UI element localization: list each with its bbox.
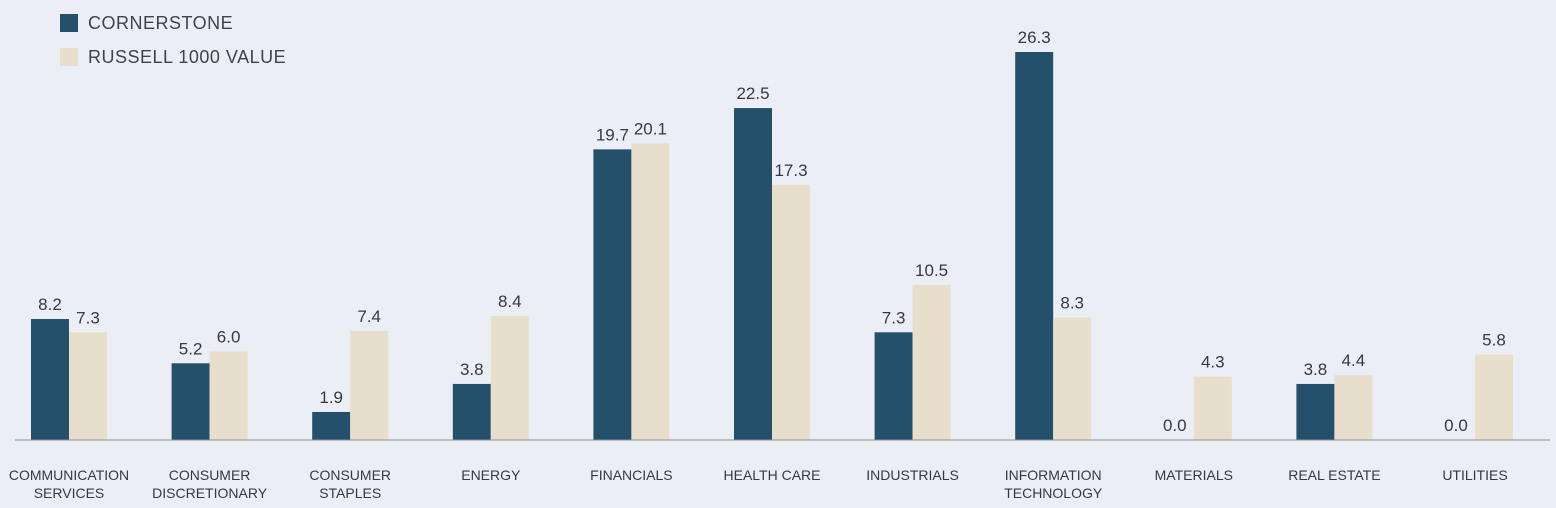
- legend-swatch-cornerstone: [60, 14, 78, 32]
- bar-cornerstone-consumer-discretionary: [171, 363, 210, 440]
- bar-cornerstone-consumer-staples: [312, 411, 351, 440]
- bar-russell-1000-value-industrials: [912, 285, 951, 440]
- value-label-russell-1000-value-real-estate: 4.4: [1342, 351, 1366, 370]
- value-label-russell-1000-value-health-care: 17.3: [774, 161, 807, 180]
- legend: CORNERSTONE RUSSELL 1000 VALUE: [60, 6, 286, 74]
- category-label-communication-services: COMMUNICATION SERVICES: [9, 467, 129, 501]
- category-label-materials: MATERIALS: [1155, 467, 1233, 483]
- bar-russell-1000-value-information-technology: [1053, 317, 1092, 440]
- value-label-russell-1000-value-financials: 20.1: [634, 119, 667, 138]
- bar-russell-1000-value-materials: [1193, 376, 1232, 440]
- category-label-health-care: HEALTH CARE: [724, 467, 821, 483]
- bar-russell-1000-value-health-care: [772, 184, 810, 440]
- legend-label-cornerstone: CORNERSTONE: [88, 12, 234, 33]
- value-label-russell-1000-value-information-technology: 8.3: [1060, 294, 1084, 313]
- value-label-russell-1000-value-energy: 8.4: [498, 292, 522, 311]
- value-label-russell-1000-value-communication-services: 7.3: [76, 308, 100, 327]
- bar-cornerstone-energy: [452, 383, 491, 440]
- bar-russell-1000-value-communication-services: [69, 332, 107, 440]
- value-label-russell-1000-value-consumer-staples: 7.4: [357, 307, 381, 326]
- category-label-information-technology: INFORMATION TECHNOLOGY: [1004, 467, 1103, 501]
- value-label-russell-1000-value-consumer-discretionary: 6.0: [217, 327, 241, 346]
- value-label-cornerstone-information-technology: 26.3: [1018, 28, 1051, 47]
- legend-item-cornerstone: CORNERSTONE: [60, 6, 286, 40]
- bar-cornerstone-real-estate: [1296, 383, 1335, 440]
- value-label-russell-1000-value-industrials: 10.5: [915, 261, 948, 280]
- category-label-consumer-discretionary: CONSUMER DISCRETIONARY: [152, 467, 268, 501]
- legend-label-russell-1000-value: RUSSELL 1000 VALUE: [88, 46, 287, 67]
- bar-russell-1000-value-consumer-staples: [350, 330, 389, 440]
- value-label-cornerstone-utilities: 0.0: [1444, 416, 1468, 435]
- bar-russell-1000-value-energy: [490, 316, 529, 440]
- category-label-utilities: UTILITIES: [1442, 467, 1507, 483]
- category-label-financials: FINANCIALS: [590, 467, 672, 483]
- value-label-cornerstone-consumer-discretionary: 5.2: [179, 339, 203, 358]
- bar-russell-1000-value-utilities: [1475, 354, 1513, 440]
- bar-cornerstone-industrials: [874, 332, 913, 440]
- value-label-russell-1000-value-materials: 4.3: [1201, 353, 1225, 372]
- category-label-industrials: INDUSTRIALS: [866, 467, 959, 483]
- legend-swatch-russell-1000-value: [60, 48, 78, 66]
- value-label-cornerstone-communication-services: 8.2: [38, 295, 62, 314]
- category-label-consumer-staples: CONSUMER STAPLES: [309, 467, 391, 501]
- bar-russell-1000-value-financials: [631, 143, 670, 440]
- bar-cornerstone-information-technology: [1015, 52, 1054, 440]
- value-label-cornerstone-industrials: 7.3: [882, 308, 906, 327]
- value-label-cornerstone-consumer-staples: 1.9: [319, 388, 343, 407]
- category-label-energy: ENERGY: [461, 467, 521, 483]
- bar-cornerstone-communication-services: [31, 319, 69, 440]
- value-label-cornerstone-materials: 0.0: [1163, 416, 1187, 435]
- value-label-cornerstone-health-care: 22.5: [736, 84, 769, 103]
- bar-cornerstone-health-care: [734, 108, 772, 440]
- bar-russell-1000-value-real-estate: [1334, 375, 1373, 440]
- legend-item-russell-1000-value: RUSSELL 1000 VALUE: [60, 40, 286, 74]
- bar-russell-1000-value-consumer-discretionary: [209, 351, 248, 440]
- value-label-cornerstone-financials: 19.7: [596, 125, 629, 144]
- category-label-real-estate: REAL ESTATE: [1288, 467, 1380, 483]
- value-label-cornerstone-energy: 3.8: [460, 360, 484, 379]
- value-label-russell-1000-value-utilities: 5.8: [1482, 330, 1506, 349]
- bar-cornerstone-financials: [593, 149, 632, 440]
- value-label-cornerstone-real-estate: 3.8: [1304, 360, 1328, 379]
